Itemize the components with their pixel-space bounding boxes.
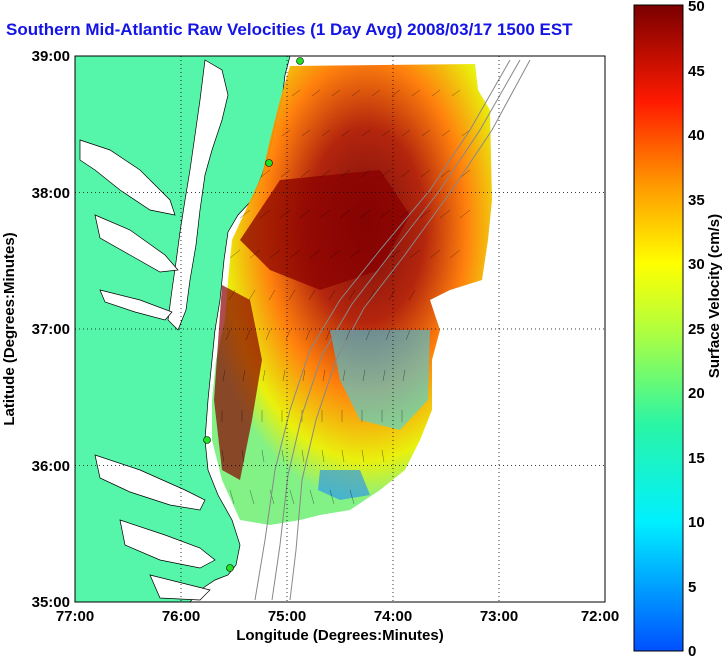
radar-stations	[203, 57, 304, 572]
colorbar-tick: 5	[688, 579, 696, 596]
colorbar-tick: 0	[688, 643, 696, 659]
colorbar-tick: 35	[688, 192, 705, 209]
y-tick-label: 37:00	[32, 321, 70, 338]
colorbar-tick: 25	[688, 321, 705, 338]
colorbar-tick: 20	[688, 385, 705, 402]
bathymetry-contours	[254, 59, 531, 601]
colorbar-tick: 40	[688, 127, 705, 144]
y-tick-label: 39:00	[32, 48, 70, 65]
y-axis-label: Latitude (Degrees:Minutes)	[1, 232, 18, 425]
x-axis-label: Longitude (Degrees:Minutes)	[236, 627, 444, 644]
x-tick-label: 76:00	[162, 608, 200, 625]
velocity-field	[212, 64, 492, 525]
colorbar-tick: 45	[688, 63, 705, 80]
map-title: Southern Mid-Atlantic Raw Velocities (1 …	[6, 20, 573, 39]
x-tick-label: 73:00	[480, 608, 518, 625]
colorbar-label: Surface Velocity (cm/s)	[706, 214, 723, 378]
colorbar: 50 45 40 35 30 25 20 15 10 5 0 Surface V…	[633, 0, 723, 659]
x-axis: 77:00 76:00 75:00 74:00 73:00 72:00 Long…	[56, 608, 619, 644]
colorbar-tick: 10	[688, 514, 705, 531]
y-tick-label: 38:00	[32, 185, 70, 202]
y-tick-label: 35:00	[32, 594, 70, 611]
chesapeake-bay	[167, 59, 229, 331]
x-tick-label: 74:00	[374, 608, 412, 625]
velocity-arrows	[221, 89, 471, 505]
colorbar-tick: 15	[688, 450, 705, 467]
colorbar-tick: 30	[688, 256, 705, 273]
x-tick-label: 72:00	[581, 608, 619, 625]
colorbar-tick: 50	[688, 0, 705, 15]
x-tick-label: 75:00	[268, 608, 306, 625]
colorbar-scale	[633, 4, 684, 652]
x-tick-label: 77:00	[56, 608, 94, 625]
grid-lines	[75, 56, 605, 602]
y-axis: 39:00 38:00 37:00 36:00 35:00 Latitude (…	[1, 48, 70, 611]
y-tick-label: 36:00	[32, 458, 70, 475]
